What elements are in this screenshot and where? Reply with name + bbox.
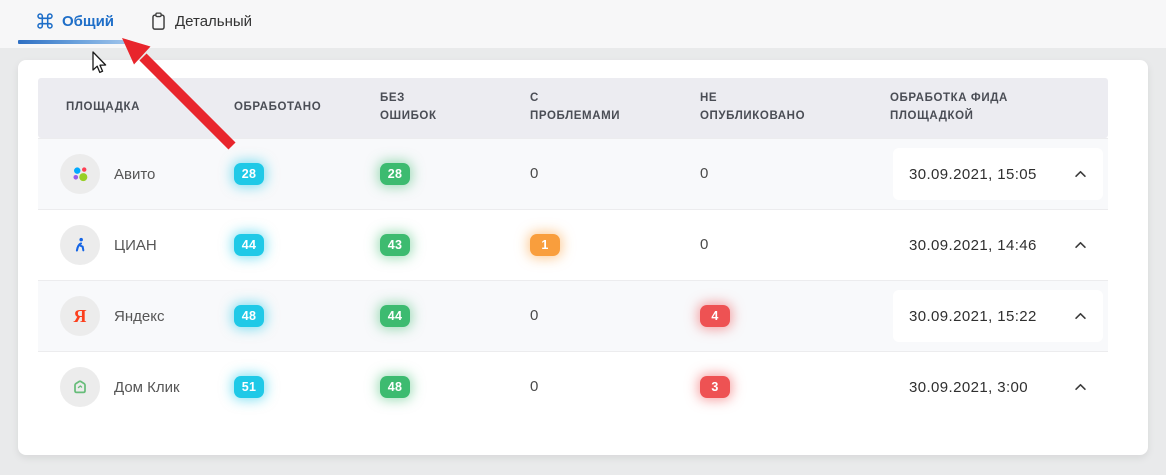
col-header-processed: ОБРАБОТАНО [234, 101, 322, 114]
col-header-feed-processing: ОБРАБОТКА ФИДА ПЛОЩАДКОЙ [890, 92, 1008, 122]
without-errors-badge: 43 [380, 234, 410, 256]
feed-processing-toggle[interactable]: 30.09.2021, 15:05 [893, 148, 1103, 200]
platform-name: Авито [114, 165, 156, 183]
with-problems-value: 0 [530, 165, 539, 182]
col-header-with-problems: С ПРОБЛЕМАМИ [530, 92, 621, 122]
processed-badge: 44 [234, 234, 264, 256]
tab-bar: Общий Детальный [0, 0, 1166, 48]
table-row: ЦИАН 44 43 1 0 30.09.2021, 14:46 [38, 209, 1108, 280]
table-row: Дом Клик 51 48 0 3 30.09.2021, 3:00 [38, 351, 1108, 422]
chevron-up-icon[interactable] [1074, 236, 1087, 254]
processed-badge: 48 [234, 305, 264, 327]
command-icon [36, 12, 54, 30]
platforms-table: ПЛОЩАДКА ОБРАБОТАНО БЕЗ ОШИБОК С ПРОБЛЕМ… [38, 78, 1108, 422]
cian-icon [60, 225, 100, 265]
feed-processed-datetime: 30.09.2021, 14:46 [909, 236, 1037, 254]
without-errors-badge: 44 [380, 305, 410, 327]
avito-icon [60, 154, 100, 194]
with-problems-badge: 1 [530, 234, 560, 256]
feed-processed-datetime: 30.09.2021, 15:22 [909, 307, 1037, 325]
report-card: ПЛОЩАДКА ОБРАБОТАНО БЕЗ ОШИБОК С ПРОБЛЕМ… [18, 60, 1148, 455]
feed-processed-datetime: 30.09.2021, 15:05 [909, 165, 1037, 183]
without-errors-badge: 28 [380, 163, 410, 185]
active-tab-underline [18, 40, 130, 44]
processed-badge: 28 [234, 163, 264, 185]
yandex-letter: Я [73, 305, 87, 326]
domclick-icon [60, 367, 100, 407]
not-published-value: 0 [700, 165, 709, 182]
feed-processed-datetime: 30.09.2021, 3:00 [909, 378, 1029, 396]
processed-badge: 51 [234, 376, 264, 398]
feed-processing-toggle[interactable]: 30.09.2021, 14:46 [893, 219, 1103, 271]
tab-general[interactable]: Общий [36, 12, 114, 30]
clipboard-icon [150, 12, 167, 31]
table-header-row: ПЛОЩАДКА ОБРАБОТАНО БЕЗ ОШИБОК С ПРОБЛЕМ… [38, 78, 1108, 138]
tab-general-label: Общий [62, 12, 115, 30]
without-errors-badge: 48 [380, 376, 410, 398]
chevron-up-icon[interactable] [1074, 165, 1087, 183]
with-problems-value: 0 [530, 378, 539, 395]
not-published-badge: 3 [700, 376, 730, 398]
col-header-without-errors: БЕЗ ОШИБОК [380, 92, 437, 122]
tab-detailed-label: Детальный [175, 13, 253, 30]
platform-name: ЦИАН [114, 236, 157, 254]
not-published-badge: 4 [700, 305, 730, 327]
not-published-value: 0 [700, 236, 709, 253]
col-header-platform: ПЛОЩАДКА [66, 101, 141, 114]
yandex-icon: Я [60, 296, 100, 336]
col-header-not-published: НЕ ОПУБЛИКОВАНО [700, 92, 806, 122]
table-row: Я Яндекс 48 44 0 4 30.09.2021, 15:22 [38, 280, 1108, 351]
with-problems-value: 0 [530, 307, 539, 324]
table-row: Авито 28 28 0 0 30.09.2021, 15:05 [38, 138, 1108, 209]
feed-processing-toggle[interactable]: 30.09.2021, 15:22 [893, 290, 1103, 342]
chevron-up-icon[interactable] [1074, 378, 1087, 396]
platform-name: Яндекс [114, 307, 165, 325]
chevron-up-icon[interactable] [1074, 307, 1087, 325]
platform-name: Дом Клик [114, 378, 180, 396]
tab-detailed[interactable]: Детальный [150, 12, 252, 31]
feed-processing-toggle[interactable]: 30.09.2021, 3:00 [893, 361, 1103, 413]
